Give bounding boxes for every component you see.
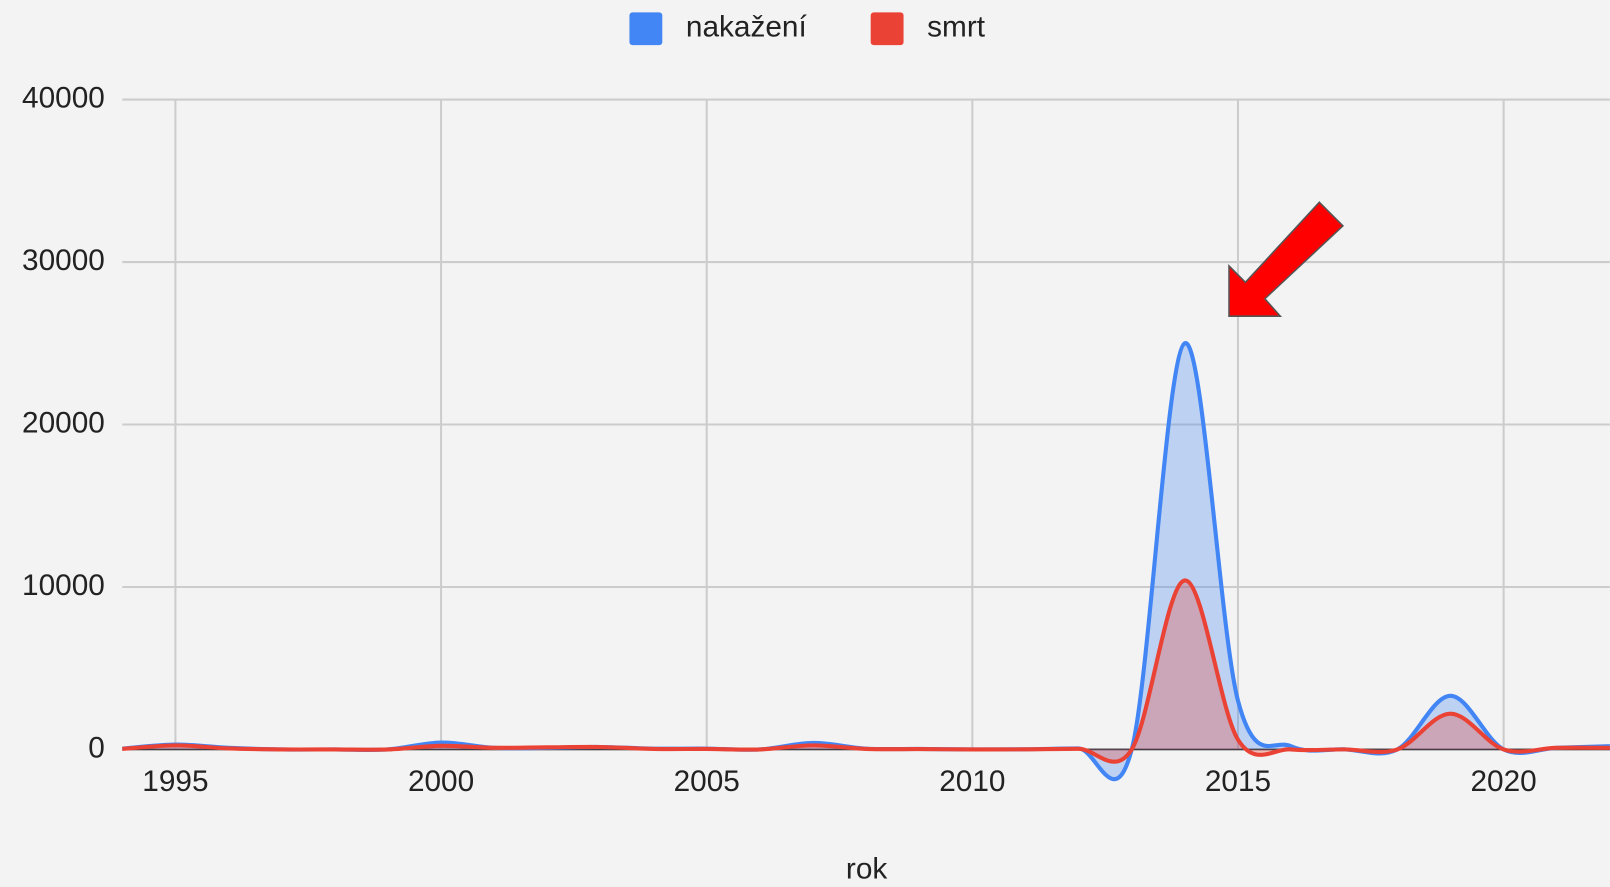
- x-tick-label: 2010: [939, 765, 1005, 798]
- series-area: [122, 580, 1610, 762]
- y-tick-label: 40000: [22, 81, 105, 114]
- y-tick-label: 20000: [22, 406, 105, 439]
- y-tick-label: 10000: [22, 569, 105, 602]
- x-tick-label: 2005: [674, 765, 740, 798]
- legend-label: smrt: [927, 11, 986, 44]
- x-tick-label: 1995: [142, 765, 208, 798]
- series-line: [122, 578, 1610, 764]
- plot: 0 10000 20000 30000 40000 1995 2000 2005 2010 201…: [22, 81, 1610, 798]
- y-tick-label: 30000: [22, 244, 105, 277]
- x-tick-label: 2000: [408, 765, 474, 798]
- series-area: [122, 343, 1610, 780]
- x-axis-title: rok: [846, 852, 887, 885]
- legend-swatch: [629, 12, 663, 46]
- x-tick-label: 2015: [1205, 765, 1271, 798]
- series-line: [122, 341, 1610, 782]
- legend-label: nakažení: [686, 11, 808, 44]
- arrow: [1228, 201, 1345, 317]
- y-tick-label: 0: [88, 731, 105, 764]
- x-tick-label: 2020: [1471, 765, 1537, 798]
- legend-swatch: [870, 12, 904, 46]
